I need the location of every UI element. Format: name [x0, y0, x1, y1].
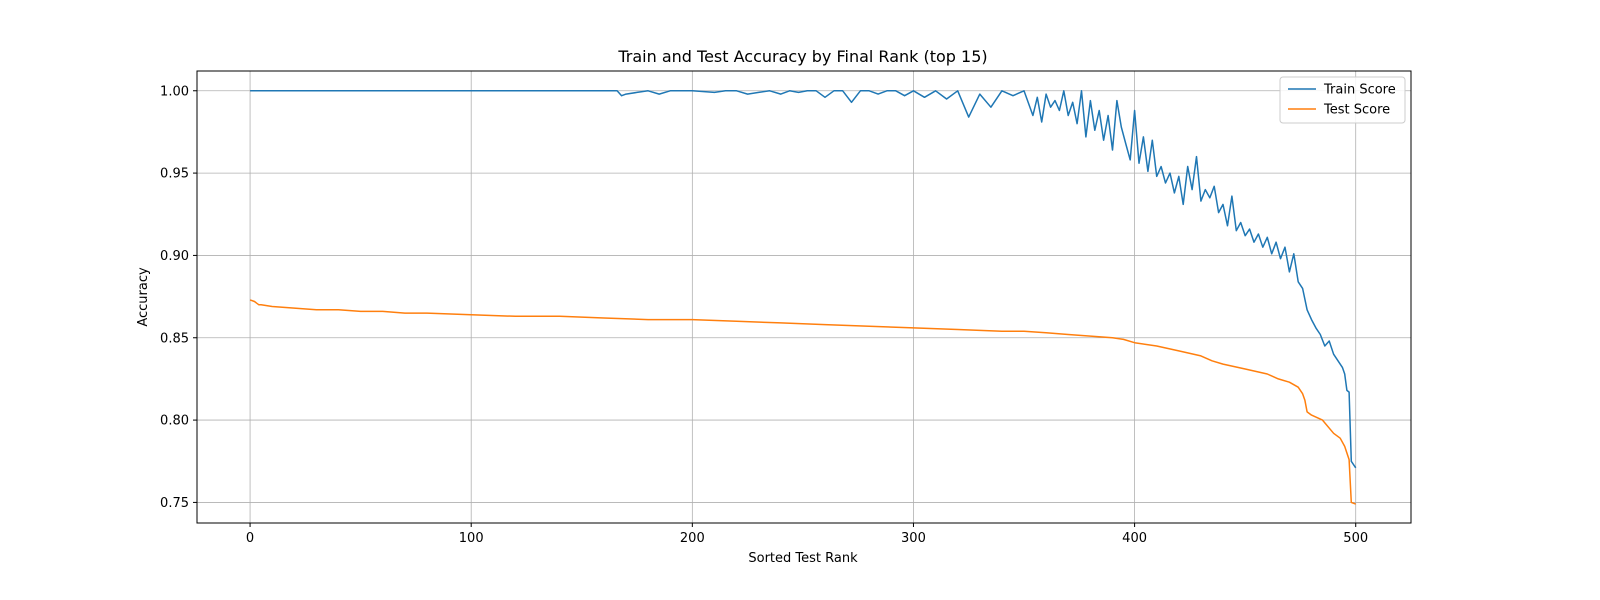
y-tick-label: 0.75 [160, 496, 189, 511]
y-tick-label: 1.00 [160, 84, 189, 99]
x-tick-label: 200 [680, 531, 705, 546]
x-axis-title: Sorted Test Rank [748, 551, 858, 566]
x-tick-label: 500 [1343, 531, 1368, 546]
y-tick-label: 0.80 [160, 414, 189, 429]
chart-title: Train and Test Accuracy by Final Rank (t… [617, 47, 987, 66]
x-tick-label: 0 [246, 531, 254, 546]
plot-area: 0 100 200 300 400 500 0.75 0.80 0.85 0.90 0.95 1.00… [160, 70, 1412, 546]
x-tick-label: 400 [1122, 531, 1147, 546]
legend-entry: Train Score [1323, 83, 1396, 98]
y-tick-label: 0.90 [160, 249, 189, 264]
y-tick-label: 0.95 [160, 167, 189, 182]
axes-frame [196, 70, 1412, 524]
y-axis-title: Accuracy [136, 267, 151, 327]
legend-entry: Test Score [1323, 103, 1390, 118]
legend: Train Score Test Score [1279, 76, 1406, 124]
series-line-test-score [249, 299, 1356, 505]
y-tick-label: 0.85 [160, 331, 189, 346]
series-line-train-score [250, 90, 1357, 469]
x-tick-label: 100 [459, 531, 484, 546]
x-tick-label: 300 [901, 531, 926, 546]
